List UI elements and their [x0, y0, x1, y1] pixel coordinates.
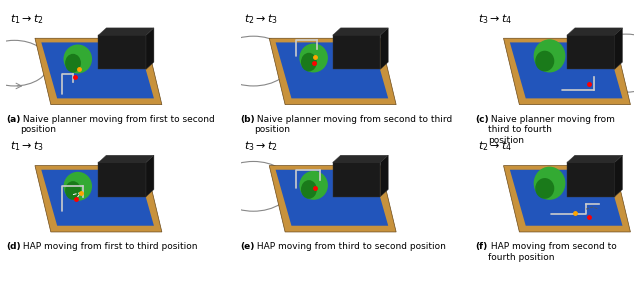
Polygon shape: [333, 163, 380, 197]
Polygon shape: [504, 38, 630, 105]
Text: (e): (e): [241, 242, 255, 251]
Polygon shape: [333, 35, 380, 69]
Polygon shape: [35, 38, 162, 105]
Ellipse shape: [300, 43, 328, 72]
Text: $t_2 \rightarrow t_3$: $t_2 \rightarrow t_3$: [244, 12, 278, 26]
Text: (c): (c): [475, 115, 488, 124]
Polygon shape: [380, 155, 388, 197]
Polygon shape: [99, 163, 146, 197]
Text: (d): (d): [6, 242, 21, 251]
Polygon shape: [99, 155, 154, 163]
Text: $t_3 \rightarrow t_2$: $t_3 \rightarrow t_2$: [244, 140, 278, 153]
Text: (b): (b): [241, 115, 255, 124]
Ellipse shape: [534, 167, 565, 200]
Ellipse shape: [535, 51, 554, 71]
Polygon shape: [567, 35, 614, 69]
Polygon shape: [504, 166, 630, 232]
Ellipse shape: [535, 178, 554, 199]
Polygon shape: [35, 166, 162, 232]
Ellipse shape: [301, 53, 317, 71]
Polygon shape: [42, 170, 154, 226]
Ellipse shape: [301, 180, 317, 199]
Polygon shape: [380, 28, 388, 69]
Polygon shape: [146, 28, 154, 69]
Text: $t_3 \rightarrow t_4$: $t_3 \rightarrow t_4$: [478, 12, 513, 26]
Text: (a): (a): [6, 115, 20, 124]
Text: HAP moving from first to third position: HAP moving from first to third position: [20, 242, 197, 251]
Ellipse shape: [65, 181, 81, 200]
Polygon shape: [614, 155, 623, 197]
Polygon shape: [510, 170, 623, 226]
Text: Naive planner moving from third to fourth
position: Naive planner moving from third to fourt…: [488, 115, 615, 145]
Polygon shape: [99, 28, 154, 35]
Polygon shape: [269, 38, 396, 105]
Polygon shape: [276, 170, 388, 226]
Polygon shape: [567, 28, 623, 35]
Polygon shape: [510, 43, 623, 98]
Polygon shape: [614, 28, 623, 69]
Polygon shape: [276, 43, 388, 98]
Text: $t_1 \rightarrow t_2$: $t_1 \rightarrow t_2$: [10, 12, 44, 26]
Ellipse shape: [65, 54, 81, 72]
Polygon shape: [333, 28, 388, 35]
Text: HAP moving from third to second position: HAP moving from third to second position: [254, 242, 446, 251]
Text: $t_2 \rightarrow t_4$: $t_2 \rightarrow t_4$: [478, 140, 513, 153]
Text: Naive planner moving from first to second
position: Naive planner moving from first to secon…: [20, 115, 214, 134]
Polygon shape: [42, 43, 154, 98]
Ellipse shape: [63, 172, 92, 201]
Polygon shape: [567, 163, 614, 197]
Ellipse shape: [300, 171, 328, 200]
Ellipse shape: [534, 39, 565, 72]
Text: $t_1 \rightarrow t_3$: $t_1 \rightarrow t_3$: [10, 140, 44, 153]
Text: HAP moving from second to fourth position: HAP moving from second to fourth positio…: [488, 242, 617, 262]
Text: (f): (f): [475, 242, 487, 251]
Polygon shape: [567, 155, 623, 163]
Polygon shape: [146, 155, 154, 197]
Polygon shape: [333, 155, 388, 163]
Polygon shape: [99, 35, 146, 69]
Ellipse shape: [63, 44, 92, 74]
Polygon shape: [269, 166, 396, 232]
Text: Naive planner moving from second to third
position: Naive planner moving from second to thir…: [254, 115, 452, 134]
